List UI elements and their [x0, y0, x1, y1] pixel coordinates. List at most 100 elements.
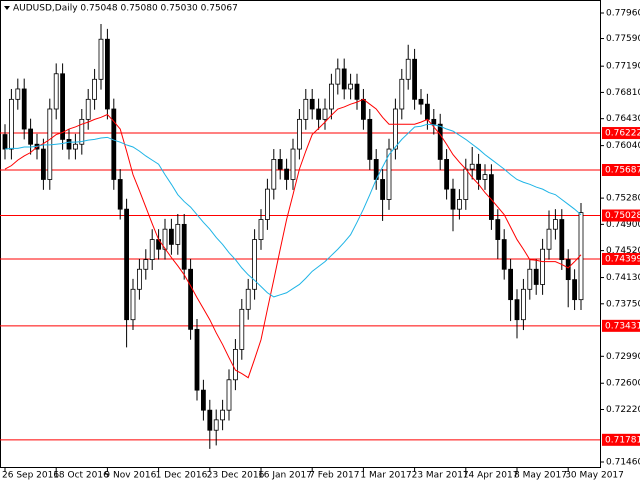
y-tick-label: 0.72600	[606, 379, 640, 389]
candle-body	[521, 288, 526, 321]
y-tick-label: 0.77190	[606, 62, 640, 72]
candle-body	[264, 188, 270, 220]
candle-body	[252, 239, 258, 290]
x-tick-label: 23 Mar 2017	[412, 471, 469, 480]
candle-body	[354, 83, 360, 100]
candle-body	[194, 328, 200, 391]
y-tick-label: 0.72220	[606, 405, 640, 415]
x-tick-label: 26 Sep 2016	[2, 471, 59, 480]
y-tick-label: 0.77960	[606, 8, 640, 18]
y-tick-label: 0.77590	[606, 34, 640, 44]
x-tick-label: 30 May 2017	[565, 471, 624, 480]
candle-body	[412, 58, 418, 100]
candle-body	[559, 219, 565, 260]
x-tick-label: 14 Apr 2017	[463, 471, 519, 480]
x-tick-label: 7 Feb 2017	[309, 471, 359, 480]
candle-body	[328, 83, 334, 110]
candle-body	[322, 108, 328, 120]
candle-body	[239, 308, 245, 350]
candle-body	[476, 163, 482, 180]
candle-body	[488, 174, 494, 220]
candle-body	[431, 118, 437, 125]
level-label: 0.74399	[605, 254, 640, 264]
level-label-box	[602, 433, 640, 446]
candle-body	[450, 188, 456, 210]
candle-body	[130, 288, 136, 321]
y-tick-label: 0.71460	[606, 457, 640, 467]
candle-body	[424, 103, 430, 120]
candle-body	[508, 268, 514, 301]
candle-body	[232, 348, 238, 381]
candle-body	[111, 108, 117, 180]
y-tick-label: 0.74520	[606, 246, 640, 256]
x-tick-label: 9 Nov 2016	[104, 471, 156, 480]
candle-body	[456, 199, 462, 210]
candle-body	[168, 228, 174, 245]
candle-body	[284, 168, 290, 180]
x-tick-label: 8 May 2017	[514, 471, 567, 480]
candle-body	[200, 389, 206, 411]
y-tick-label: 0.73750	[606, 299, 640, 309]
candle-body	[437, 123, 443, 160]
x-tick-label: 1 Mar 2017	[360, 471, 411, 480]
candle-body	[143, 259, 149, 270]
candle-body	[277, 159, 283, 170]
level-label-box	[602, 319, 640, 332]
candle-body	[444, 159, 450, 190]
candle-body	[303, 98, 309, 120]
level-label: 0.71781	[605, 435, 640, 445]
candle-body	[47, 108, 53, 180]
candle-body	[380, 179, 386, 200]
candle-body	[418, 98, 424, 105]
candle-body	[296, 118, 302, 150]
candle-body	[335, 68, 341, 85]
y-tick-label: 0.76810	[606, 88, 640, 98]
candle-body	[316, 108, 322, 120]
candle-body	[469, 163, 475, 170]
x-tick-label: 18 Oct 2016	[53, 471, 109, 480]
candle-body	[565, 259, 571, 281]
candle-body	[501, 239, 507, 270]
candle-body	[85, 98, 91, 120]
y-tick-label: 0.75280	[606, 194, 640, 204]
overlay-line	[4, 123, 582, 298]
candle-body	[392, 108, 398, 150]
candle-body	[399, 78, 405, 110]
candle-body	[309, 98, 315, 110]
candle-body	[367, 118, 373, 160]
level-label-box	[602, 163, 640, 176]
candle-body	[271, 159, 277, 190]
candle-body	[105, 38, 110, 110]
candle-body	[207, 409, 213, 431]
candle-body	[98, 38, 104, 80]
candle-body	[136, 268, 142, 290]
candle-body	[53, 73, 59, 110]
candle-body	[578, 212, 584, 301]
candle-body	[386, 148, 392, 200]
candle-body	[360, 98, 366, 120]
candle-body	[482, 174, 488, 180]
overlay-line	[4, 98, 582, 379]
candle-body	[124, 208, 129, 321]
y-tick-label: 0.72990	[606, 352, 640, 362]
candle-body	[546, 228, 552, 250]
chart-title: AUDUSD,Daily 0.75048 0.75080 0.75030 0.7…	[13, 4, 238, 14]
candle-body	[258, 219, 264, 240]
y-tick-label: 0.76430	[606, 114, 640, 124]
level-label: 0.76222	[605, 129, 640, 139]
candle-body	[73, 143, 78, 150]
candle-body	[92, 78, 97, 100]
x-tick-label: 1 Dec 2016	[156, 471, 208, 480]
candle-body	[463, 168, 469, 200]
candle-body	[60, 73, 65, 140]
candle-body	[149, 239, 155, 260]
y-tick-label: 0.76040	[606, 141, 640, 151]
candle-body	[175, 223, 181, 245]
candle-body	[117, 179, 123, 210]
y-tick-label: 0.74130	[606, 273, 640, 283]
candle-body	[514, 299, 520, 321]
level-label: 0.75687	[605, 165, 640, 175]
level-label: 0.73431	[605, 321, 640, 331]
candle-body	[495, 219, 501, 240]
